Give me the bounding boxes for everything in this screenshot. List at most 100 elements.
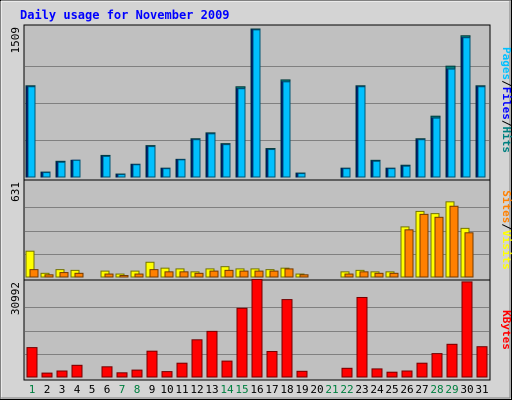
- pages-bar-day-3-face: [57, 161, 66, 178]
- sites-bar-day-29: [449, 205, 459, 278]
- sites-bar-day-22-face: [344, 273, 354, 278]
- kbytes-bar-day-27-face: [416, 362, 428, 378]
- panel-visits-legend: Sites/Visits: [500, 190, 512, 270]
- kbytes-bar-day-9: [146, 350, 158, 378]
- x-tick-label-day-30: 30: [460, 383, 473, 396]
- sites-bar-day-15-face: [239, 270, 249, 278]
- sites-bar-day-25-face: [389, 272, 399, 278]
- pages-bar-day-23-face: [357, 86, 366, 178]
- pages-bar-day-31-face: [477, 86, 486, 178]
- pages-bar-day-15: [237, 88, 246, 178]
- x-tick-label-day-2: 2: [44, 383, 51, 396]
- sites-bar-day-15: [239, 270, 249, 278]
- kbytes-bar-day-31: [476, 346, 488, 378]
- kbytes-bar-day-15: [236, 307, 248, 378]
- kbytes-bar-day-29-face: [446, 343, 458, 378]
- pages-bar-day-12-face: [192, 139, 201, 178]
- x-tick-label-day-8: 8: [134, 383, 141, 396]
- pages-bar-day-14: [222, 144, 231, 178]
- sites-bar-day-1-face: [29, 269, 39, 278]
- x-tick-label-day-24: 24: [370, 383, 384, 396]
- pages-bar-day-13: [207, 133, 216, 178]
- kbytes-bar-day-29: [446, 343, 458, 378]
- sites-bar-day-12-face: [194, 272, 204, 278]
- kbytes-bar-day-8: [131, 369, 143, 378]
- kbytes-bar-day-18: [281, 299, 293, 378]
- sites-bar-day-2-face: [44, 274, 54, 278]
- x-tick-label-day-4: 4: [74, 383, 81, 396]
- x-tick-label-day-15: 15: [235, 383, 248, 396]
- pages-bar-day-26: [402, 165, 411, 178]
- pages-bar-day-9-face: [147, 146, 156, 178]
- panel-kbytes-legend-item-0: KBytes: [500, 310, 512, 350]
- pages-bar-day-7-face: [117, 174, 126, 178]
- kbytes-bar-day-24: [371, 368, 383, 378]
- kbytes-bar-day-18-face: [281, 299, 293, 378]
- x-tick-label-day-7: 7: [119, 383, 126, 396]
- kbytes-bar-day-13-face: [206, 330, 218, 378]
- sites-bar-day-28-face: [434, 216, 444, 278]
- pages-bar-day-3: [57, 161, 66, 178]
- x-tick-label-day-23: 23: [355, 383, 368, 396]
- x-tick-label-day-27: 27: [415, 383, 428, 396]
- kbytes-bar-day-9-face: [146, 350, 158, 378]
- kbytes-bar-day-4: [71, 364, 83, 378]
- sites-bar-day-29-face: [449, 205, 459, 278]
- sites-bar-day-6: [104, 273, 114, 278]
- panel-visits: 631 Sites/Visits: [9, 179, 512, 281]
- kbytes-bar-day-11-face: [176, 362, 188, 378]
- pages-bar-day-19: [297, 173, 306, 178]
- sites-bar-day-18-face: [284, 268, 294, 278]
- x-tick-label-day-9: 9: [149, 383, 156, 396]
- sites-bar-day-17: [269, 270, 279, 278]
- pages-bar-day-16-face: [252, 29, 261, 178]
- panel-visits-legend-item-2: Visits: [500, 230, 512, 270]
- x-tick-label-day-10: 10: [160, 383, 173, 396]
- sites-bar-day-13-face: [209, 270, 219, 278]
- sites-bar-day-3-face: [59, 272, 69, 278]
- kbytes-bar-day-24-face: [371, 368, 383, 378]
- sites-bar-day-12: [194, 272, 204, 278]
- panel-kbytes-legend: KBytes: [500, 310, 512, 350]
- kbytes-bar-day-14: [221, 360, 233, 378]
- pages-bar-day-30-face: [462, 37, 471, 178]
- sites-bar-day-25: [389, 272, 399, 278]
- x-tick-label-day-28: 28: [430, 383, 443, 396]
- pages-bar-day-26-face: [402, 165, 411, 178]
- kbytes-bar-day-16-face: [251, 278, 263, 378]
- pages-bar-day-2: [42, 172, 51, 178]
- kbytes-bar-day-28: [431, 353, 443, 378]
- x-tick-label-day-16: 16: [250, 383, 263, 396]
- x-tick-label-day-21: 21: [325, 383, 338, 396]
- pages-bar-day-11: [177, 159, 186, 178]
- sites-bar-day-26: [404, 229, 414, 278]
- pages-bar-day-27: [417, 139, 426, 178]
- kbytes-bar-day-4-face: [71, 364, 83, 378]
- panel-kbytes: 30992 KBytes: [9, 278, 512, 381]
- pages-bar-day-12: [192, 139, 201, 178]
- kbytes-bar-day-26: [401, 370, 413, 378]
- kbytes-bar-day-10-face: [161, 371, 173, 378]
- pages-bar-day-4: [72, 159, 81, 178]
- kbytes-bar-day-12: [191, 339, 203, 378]
- pages-bar-day-18-face: [282, 81, 291, 178]
- kbytes-bar-day-1-face: [26, 347, 38, 378]
- kbytes-bar-day-2: [41, 372, 53, 378]
- x-tick-label-day-31: 31: [475, 383, 488, 396]
- pages-bar-day-2-face: [42, 172, 51, 178]
- sites-bar-day-19: [299, 274, 309, 278]
- pages-bar-day-17-face: [267, 149, 276, 178]
- pages-bar-day-25-face: [387, 168, 396, 178]
- pages-bar-day-7: [117, 174, 126, 178]
- kbytes-bar-day-30: [461, 281, 473, 378]
- sites-bar-day-23: [359, 271, 369, 278]
- pages-bar-day-25: [387, 168, 396, 178]
- sites-bar-day-7: [119, 275, 129, 278]
- sites-bar-day-14-face: [224, 269, 234, 278]
- sites-bar-day-2: [44, 274, 54, 278]
- pages-bar-day-6-face: [102, 155, 111, 178]
- x-tick-label-day-22: 22: [340, 383, 353, 396]
- panel-visits-legend-item-0: Sites: [500, 190, 512, 223]
